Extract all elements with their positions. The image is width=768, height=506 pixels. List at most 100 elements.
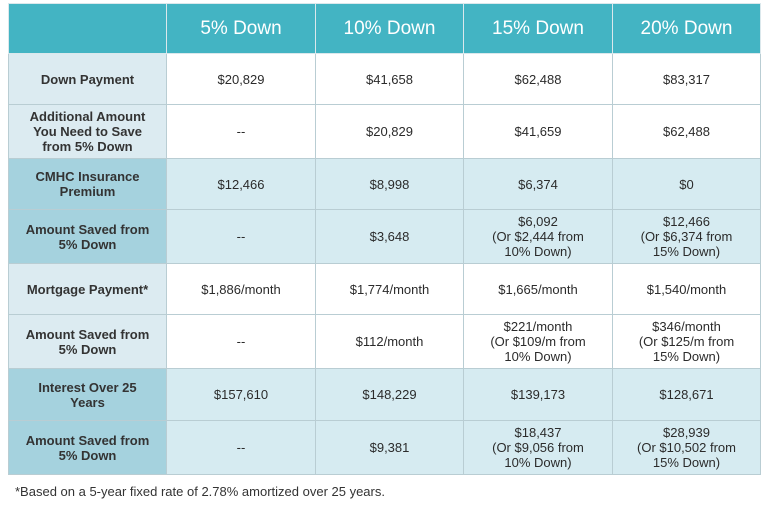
table-row: CMHC Insurance Premium $12,466 $8,998 $6,374… <box>8 158 761 210</box>
table-cell: $157,610 <box>166 368 316 421</box>
cell-value-line: 15% Down) <box>652 455 721 470</box>
cell-value-line: $12,466 <box>663 214 710 229</box>
cell-value-line: $1,665/month <box>498 281 578 297</box>
row-label: Additional Amount You Need to Save from 5%… <box>8 104 167 159</box>
table-row: Down Payment $20,829 $41,658 $62,488 $83,317 <box>8 53 761 105</box>
table-cell: $1,665/month <box>463 263 613 315</box>
cell-value-line: $0 <box>679 176 694 192</box>
cell-value-line: $12,466 <box>217 176 265 192</box>
header-corner <box>8 3 167 54</box>
cell-value-line: $3,648 <box>369 229 410 244</box>
column-header: 20% Down <box>612 3 761 54</box>
table-cell: -- <box>166 104 316 159</box>
cell-value-line: -- <box>236 229 246 244</box>
table-cell: $148,229 <box>315 368 464 421</box>
table-cell: $41,658 <box>315 53 464 105</box>
table-row: Amount Saved from 5% Down -- $112/month $221… <box>8 314 761 369</box>
table-row: Amount Saved from 5% Down -- $3,648 $6,092 (O… <box>8 209 761 264</box>
cell-value-line: $221/month <box>503 319 573 334</box>
mortgage-comparison-table: 5% Down 10% Down 15% Down 20% Down Down … <box>8 3 761 475</box>
cell-value-line: $28,939 <box>663 425 710 440</box>
table-cell: -- <box>166 420 316 475</box>
row-label-line: Interest Over 25 <box>38 379 137 395</box>
row-label-line: Down Payment <box>40 71 135 87</box>
row-label-line: 5% Down <box>58 447 117 463</box>
column-header: 15% Down <box>463 3 613 54</box>
cell-value-line: (Or $125/m from <box>638 334 735 349</box>
cell-value-line: (Or $2,444 from <box>492 229 584 244</box>
footnote: *Based on a 5-year fixed rate of 2.78% a… <box>15 484 385 499</box>
cell-value-line: $1,540/month <box>646 281 727 297</box>
table-cell: $0 <box>612 158 761 210</box>
row-label: Down Payment <box>8 53 167 105</box>
cell-value-line: $346/month <box>652 319 721 334</box>
table-cell: $346/month (Or $125/m from 15% Down) <box>612 314 761 369</box>
cell-value-line: 10% Down) <box>504 349 572 364</box>
header-row: 5% Down 10% Down 15% Down 20% Down <box>8 3 761 54</box>
table-cell: $3,648 <box>315 209 464 264</box>
cell-value-line: (Or $6,374 from <box>640 229 733 244</box>
table-cell: $83,317 <box>612 53 761 105</box>
row-label-line: Years <box>70 394 105 410</box>
cell-value-line: $148,229 <box>362 387 417 402</box>
row-label-line: Premium <box>59 184 116 199</box>
cell-value-line: $9,381 <box>369 440 410 455</box>
table-cell: $6,374 <box>463 158 613 210</box>
table-cell: $221/month (Or $109/m from 10% Down) <box>463 314 613 369</box>
table-cell: $139,173 <box>463 368 613 421</box>
table-cell: $8,998 <box>315 158 464 210</box>
cell-value-line: $62,488 <box>663 124 710 139</box>
row-label-line: CMHC Insurance <box>35 169 140 184</box>
cell-value-line: 10% Down) <box>504 244 572 259</box>
table-cell: $6,092 (Or $2,444 from 10% Down) <box>463 209 613 264</box>
cell-value-line: $41,658 <box>366 71 413 87</box>
cell-value-line: $6,374 <box>518 176 558 192</box>
table-cell: $28,939 (Or $10,502 from 15% Down) <box>612 420 761 475</box>
cell-value-line: $1,886/month <box>201 281 281 297</box>
table-row: Additional Amount You Need to Save from 5%… <box>8 104 761 159</box>
row-label-line: Amount Saved from <box>25 326 150 342</box>
table-cell: $128,671 <box>612 368 761 421</box>
row-label-line: Amount Saved from <box>25 221 150 237</box>
row-label: Amount Saved from 5% Down <box>8 209 167 264</box>
cell-value-line: $20,829 <box>217 71 265 87</box>
cell-value-line: $6,092 <box>518 214 558 229</box>
row-label-line: You Need to Save <box>33 124 142 139</box>
cell-value-line: (Or $9,056 from <box>492 440 584 455</box>
row-label: Mortgage Payment* <box>8 263 167 315</box>
row-label: CMHC Insurance Premium <box>8 158 167 210</box>
cell-value-line: $41,659 <box>514 124 562 139</box>
table-cell: $20,829 <box>166 53 316 105</box>
column-header: 5% Down <box>166 3 316 54</box>
cell-value-line: (Or $109/m from <box>490 334 586 349</box>
cell-value-line: $20,829 <box>366 124 413 139</box>
table-cell: $9,381 <box>315 420 464 475</box>
cell-value-line: -- <box>236 440 246 455</box>
cell-value-line: $112/month <box>355 334 424 349</box>
cell-value-line: $139,173 <box>510 387 566 402</box>
table-row: Interest Over 25 Years $157,610 $148,229 $13… <box>8 368 761 421</box>
column-header: 10% Down <box>315 3 464 54</box>
cell-value-line: -- <box>236 124 246 139</box>
table-cell: $1,886/month <box>166 263 316 315</box>
table-cell: $62,488 <box>612 104 761 159</box>
row-label-line: from 5% Down <box>42 139 133 154</box>
table-cell: $112/month <box>315 314 464 369</box>
cell-value-line: 15% Down) <box>652 244 721 259</box>
table-cell: $1,540/month <box>612 263 761 315</box>
cell-value-line: -- <box>236 334 246 349</box>
cell-value-line: $157,610 <box>213 387 269 402</box>
table-cell: -- <box>166 314 316 369</box>
table-cell: $41,659 <box>463 104 613 159</box>
row-label-line: Amount Saved from <box>25 432 150 448</box>
row-label: Amount Saved from 5% Down <box>8 420 167 475</box>
row-label-line: Mortgage Payment* <box>26 281 149 297</box>
cell-value-line: 15% Down) <box>652 349 721 364</box>
table-cell: $18,437 (Or $9,056 from 10% Down) <box>463 420 613 475</box>
table-cell: $12,466 (Or $6,374 from 15% Down) <box>612 209 761 264</box>
cell-value-line: (Or $10,502 from <box>637 440 736 455</box>
table-cell: $12,466 <box>166 158 316 210</box>
cell-value-line: $62,488 <box>514 71 562 87</box>
table-row: Amount Saved from 5% Down -- $9,381 $18,437(… <box>8 420 761 475</box>
row-label: Interest Over 25 Years <box>8 368 167 421</box>
